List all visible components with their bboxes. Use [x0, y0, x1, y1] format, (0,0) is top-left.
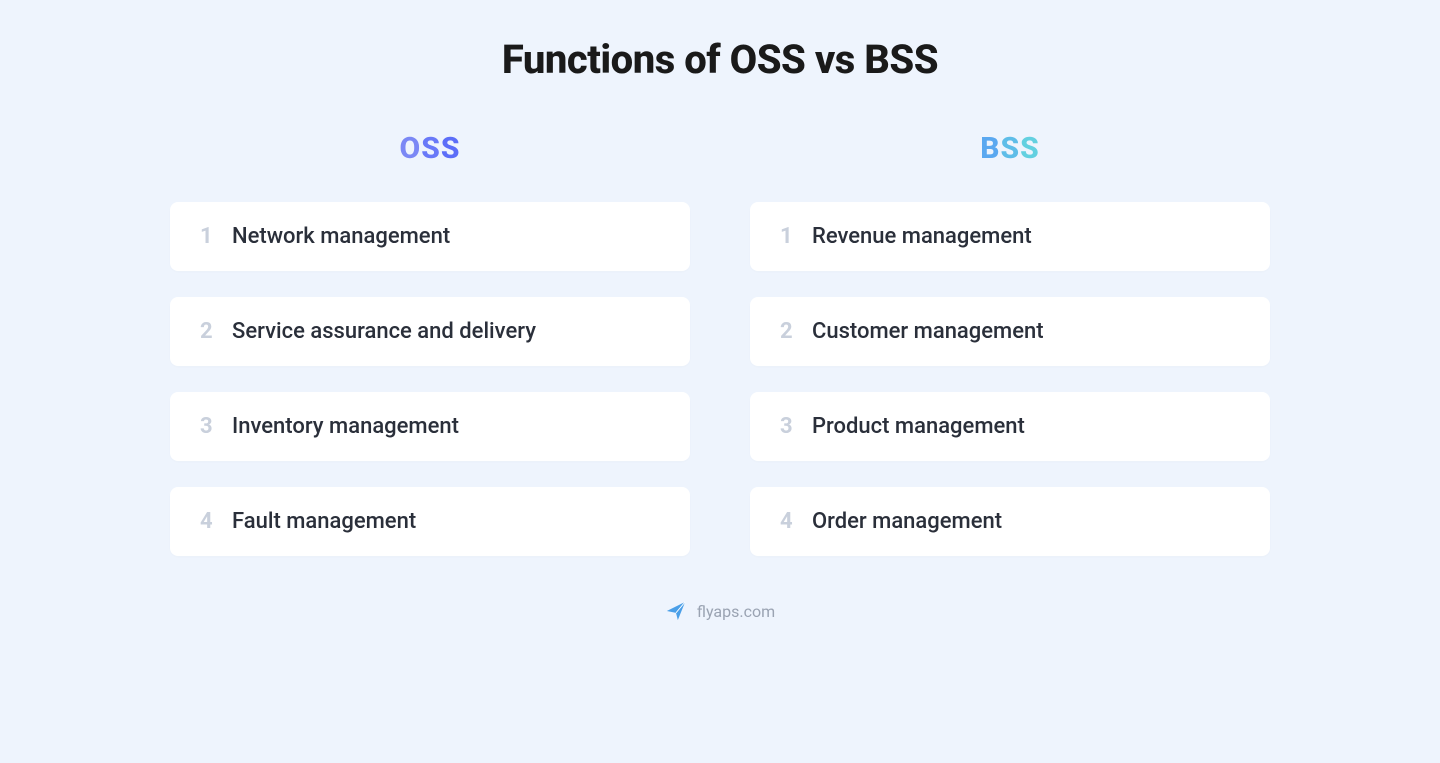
bss-header: BSS: [980, 131, 1040, 166]
item-text: Fault management: [232, 509, 416, 534]
item-number: 4: [200, 509, 232, 534]
bss-header-char-1: B: [980, 131, 1000, 166]
columns-container: OSS 1 Network management 2 Service assur…: [80, 131, 1360, 582]
bss-header-char-3: S: [1020, 131, 1040, 166]
item-text: Order management: [812, 509, 1002, 534]
footer: flyaps.com: [665, 600, 775, 622]
item-text: Service assurance and delivery: [232, 319, 536, 344]
item-number: 4: [780, 509, 812, 534]
list-item: 4 Fault management: [170, 487, 690, 556]
item-number: 3: [780, 414, 812, 439]
oss-header-char-3: S: [441, 131, 461, 166]
oss-header-char-2: S: [421, 131, 441, 166]
bss-column: BSS 1 Revenue management 2 Customer mana…: [750, 131, 1270, 582]
oss-header: OSS: [400, 131, 461, 166]
bss-header-char-2: S: [1001, 131, 1021, 166]
item-text: Product management: [812, 414, 1025, 439]
item-text: Revenue management: [812, 224, 1032, 249]
oss-header-char-1: O: [400, 131, 422, 166]
item-number: 2: [780, 319, 812, 344]
item-text: Inventory management: [232, 414, 459, 439]
list-item: 1 Network management: [170, 202, 690, 271]
list-item: 3 Product management: [750, 392, 1270, 461]
list-item: 3 Inventory management: [170, 392, 690, 461]
oss-column: OSS 1 Network management 2 Service assur…: [170, 131, 690, 582]
list-item: 2 Customer management: [750, 297, 1270, 366]
page-title: Functions of OSS vs BSS: [502, 36, 938, 83]
list-item: 1 Revenue management: [750, 202, 1270, 271]
paper-plane-icon: [665, 600, 687, 622]
item-number: 3: [200, 414, 232, 439]
list-item: 4 Order management: [750, 487, 1270, 556]
footer-text: flyaps.com: [697, 602, 775, 621]
item-number: 1: [200, 224, 232, 249]
item-text: Network management: [232, 224, 450, 249]
list-item: 2 Service assurance and delivery: [170, 297, 690, 366]
item-number: 1: [780, 224, 812, 249]
item-text: Customer management: [812, 319, 1044, 344]
item-number: 2: [200, 319, 232, 344]
